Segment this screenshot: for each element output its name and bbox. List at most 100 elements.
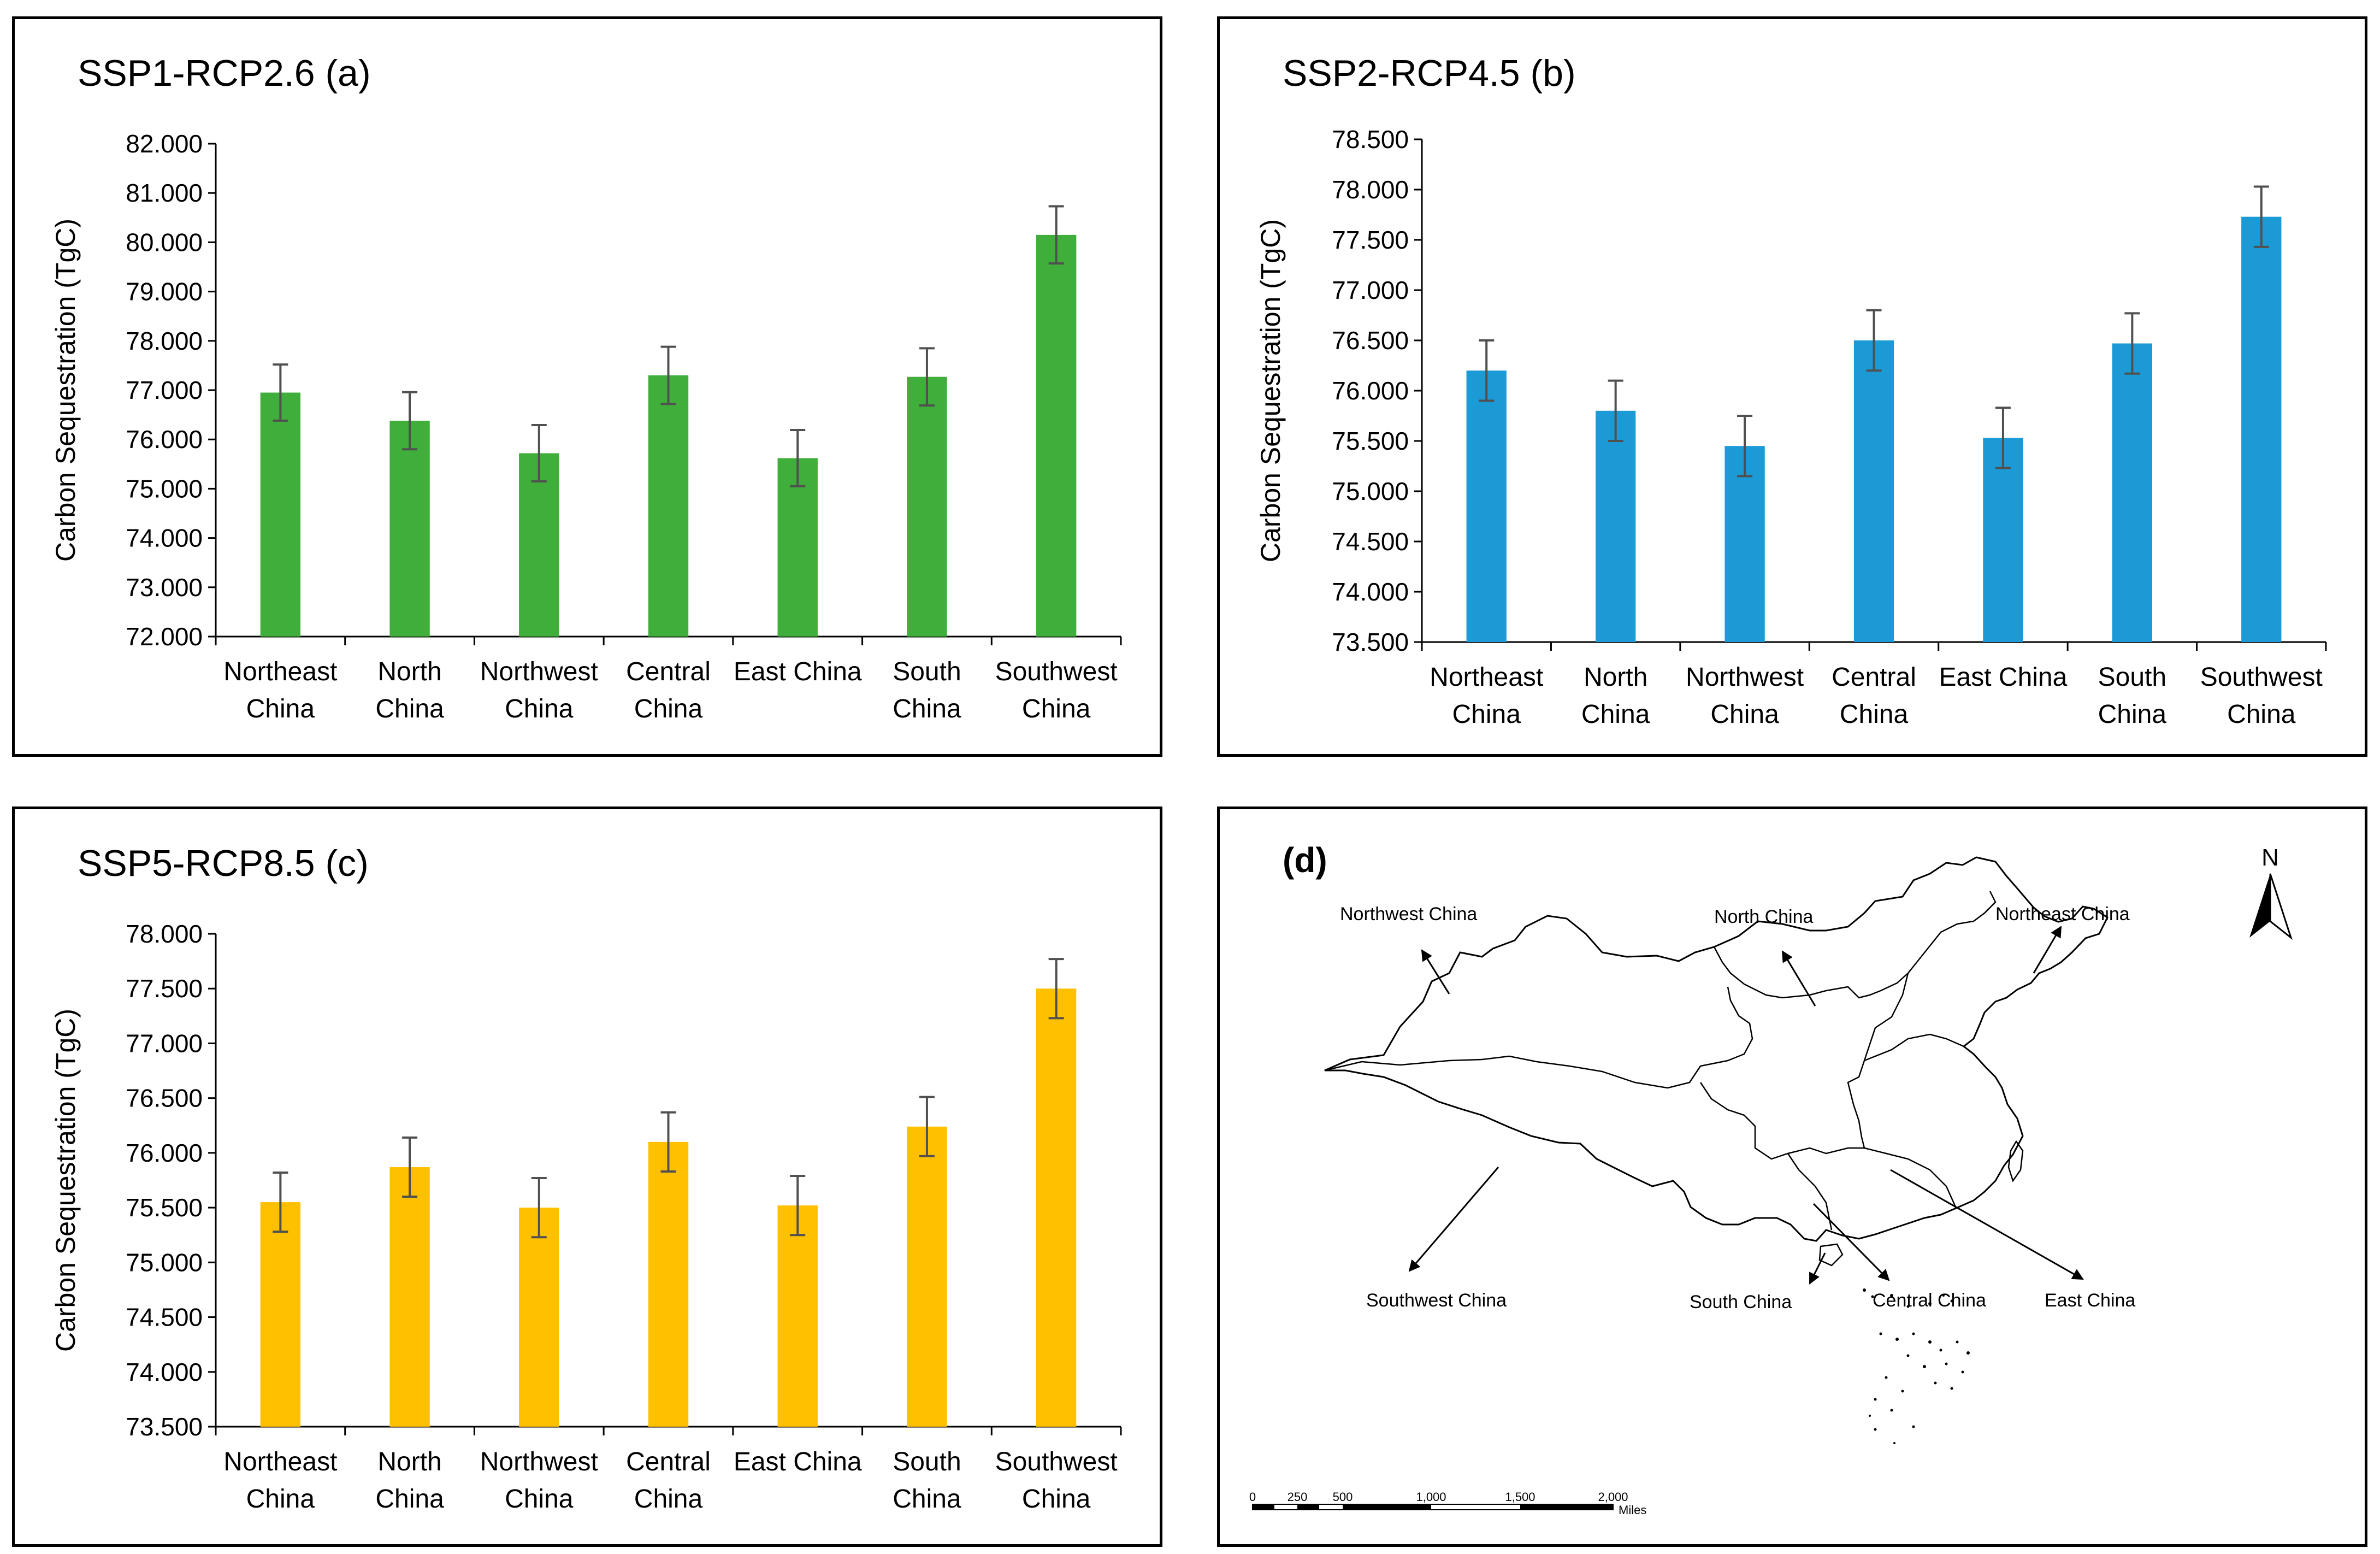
y-tick-label: 78.000 (126, 327, 203, 355)
y-tick-label: 75.000 (126, 1248, 203, 1276)
x-category-label: South (893, 657, 961, 686)
map-label-northwest: Northwest China (1340, 904, 1477, 925)
bar (389, 420, 430, 637)
x-category-label: Northwest (1686, 663, 1804, 692)
chart-title: SSP1-RCP2.6 (a) (78, 52, 371, 94)
x-category-label: Northwest (480, 657, 598, 686)
y-tick-label: 82.000 (126, 130, 203, 158)
y-tick-label: 74.000 (126, 524, 203, 552)
x-category-label: Central (1832, 663, 1916, 692)
chart-panel-c: SSP5-RCP8.5 (c) Carbon Sequestration (TgC… (12, 807, 1162, 1547)
x-category-label: Northeast (1430, 663, 1543, 692)
china-outline (1324, 856, 2109, 1242)
y-axis-label: Carbon Sequestration (TgC) (50, 219, 81, 562)
y-tick-label: 77.000 (1332, 276, 1409, 304)
arrow-east (1890, 1169, 2084, 1280)
y-tick-label: 74.500 (1332, 527, 1409, 556)
chart-c-svg: SSP5-RCP8.5 (c) Carbon Sequestration (TgC… (50, 843, 1122, 1514)
bar (519, 1208, 559, 1427)
x-category-label: China (1581, 700, 1650, 729)
map-label-southwest: Southwest China (1366, 1290, 1507, 1311)
bar (2241, 216, 2282, 642)
x-category-label: China (375, 694, 444, 723)
arrow-central (1812, 1203, 1890, 1281)
bar (519, 453, 559, 637)
x-category-label: China (1840, 700, 1909, 729)
y-tick-label: 75.500 (1332, 427, 1409, 455)
bar (1853, 340, 1894, 642)
scale-tick-250: 250 (1288, 1490, 1308, 1504)
scale-unit: Miles (1619, 1503, 1646, 1517)
x-category-label: Northeast (223, 1447, 337, 1476)
bar (1983, 438, 2023, 642)
chart-title: SSP5-RCP8.5 (c) (78, 843, 369, 884)
x-category-label: East China (1939, 663, 2068, 692)
arrow-south (1809, 1252, 1826, 1285)
x-category-label: China (2227, 700, 2296, 729)
x-category-label: China (375, 1485, 444, 1514)
map-panel-label: (d) (1283, 840, 1327, 880)
x-category-label: Northeast (223, 657, 337, 686)
x-category-label: South (2098, 663, 2166, 692)
bar (260, 1202, 301, 1427)
bar (2112, 343, 2153, 642)
y-tick-label: 75.000 (126, 474, 203, 503)
north-label: N (2261, 844, 2279, 871)
hainan-outline (1818, 1243, 1844, 1267)
chart-b-svg: SSP2-RCP4.5 (b) Carbon Sequestration (TgC… (1255, 52, 2327, 729)
y-tick-label: 80.000 (126, 228, 203, 256)
y-tick-label: 73.500 (1332, 628, 1409, 656)
x-category-label: South (893, 1447, 961, 1476)
x-category-label: China (893, 1485, 961, 1514)
bar (260, 392, 301, 637)
region-boundaries (1324, 891, 1997, 1231)
scale-tick-500: 500 (1333, 1490, 1353, 1504)
y-tick-label: 76.500 (126, 1084, 203, 1112)
bar (907, 376, 947, 637)
y-tick-label: 76.000 (1332, 376, 1409, 405)
x-category-label: Southwest (995, 657, 1118, 686)
scale-tick-2000: 2,000 (1598, 1490, 1628, 1504)
x-category-label: Southwest (2200, 663, 2323, 692)
map-label-northeast: Northeast China (1995, 904, 2130, 925)
bar (777, 1205, 818, 1427)
map-panel: (d) N (1217, 807, 2367, 1547)
north-arrow-icon: N (2249, 844, 2293, 940)
bar (1466, 370, 1507, 642)
x-category-label: East China (734, 1447, 862, 1476)
y-tick-label: 78.000 (126, 920, 203, 948)
y-tick-label: 74.500 (126, 1303, 203, 1332)
bar (648, 375, 689, 637)
y-tick-label: 77.500 (1332, 226, 1409, 254)
y-tick-label: 76.000 (126, 1139, 203, 1167)
x-category-label: China (634, 694, 703, 723)
bar (389, 1167, 430, 1427)
arrow-southwest (1408, 1167, 1499, 1272)
x-category-label: Central (626, 657, 711, 686)
x-category-label: China (1022, 1485, 1091, 1514)
x-category-label: East China (734, 657, 862, 686)
x-category-label: North (377, 657, 441, 686)
x-category-label: China (1452, 700, 1521, 729)
y-tick-label: 72.000 (126, 622, 203, 651)
y-tick-label: 78.000 (1332, 175, 1409, 204)
chart-panel-b: SSP2-RCP4.5 (b) Carbon Sequestration (TgC… (1217, 16, 2367, 757)
scale-tick-1000: 1,000 (1416, 1490, 1446, 1504)
y-tick-label: 76.500 (1332, 326, 1409, 355)
x-category-label: Southwest (995, 1447, 1118, 1476)
x-category-label: Northwest (480, 1447, 598, 1476)
scale-bar: 0 250 500 1,000 1,500 2,000 Miles (1249, 1490, 1646, 1517)
x-category-label: China (2098, 700, 2167, 729)
map-label-north: North China (1714, 906, 1814, 927)
arrow-northeast (2033, 926, 2062, 974)
taiwan-outline (2007, 1140, 2024, 1182)
map-arrows (1408, 926, 2084, 1285)
bar (648, 1141, 689, 1427)
bar (777, 458, 818, 637)
y-axis-label: Carbon Sequestration (TgC) (1255, 219, 1286, 562)
y-tick-label: 74.000 (1332, 578, 1409, 606)
y-tick-label: 78.500 (1332, 125, 1409, 154)
bar (1036, 988, 1077, 1427)
map-label-east: East China (2045, 1290, 2135, 1311)
bar (1595, 410, 1636, 642)
